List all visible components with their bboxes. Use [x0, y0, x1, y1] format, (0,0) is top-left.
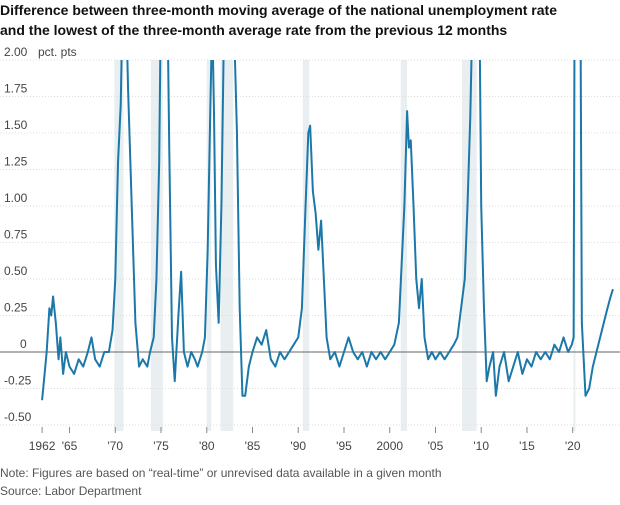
- y-tick-label: 1.25: [4, 155, 28, 169]
- x-tick-label: '05: [428, 439, 444, 453]
- y-tick-label: -0.50: [4, 410, 32, 424]
- recession-band: [400, 60, 408, 431]
- y-axis-label: pct. pts: [38, 45, 77, 59]
- x-tick-label: '70: [107, 439, 123, 453]
- recession-band: [220, 60, 234, 431]
- x-tick-label: '90: [290, 439, 306, 453]
- source: Source: Labor Department: [0, 484, 142, 498]
- note: Note: Figures are based on “real-time” o…: [0, 466, 442, 480]
- x-tick-label: 2000: [376, 439, 403, 453]
- x-tick-label: '95: [336, 439, 352, 453]
- y-tick-label: 0.50: [4, 264, 28, 278]
- recession-band: [302, 60, 310, 431]
- x-tick-label: 1962: [29, 439, 56, 453]
- y-tick-label: 1.75: [4, 82, 28, 96]
- x-tick-label: '15: [519, 439, 535, 453]
- chart-title: Difference between three-month moving av…: [0, 2, 557, 38]
- y-tick-label: 0: [20, 337, 27, 351]
- y-tick-label: 0.75: [4, 228, 28, 242]
- recession-band: [114, 60, 124, 431]
- x-tick-label: '85: [245, 439, 261, 453]
- y-tick-label: 1.00: [4, 191, 28, 205]
- recession-band: [206, 60, 212, 431]
- x-tick-label: '65: [62, 439, 78, 453]
- y-tick-label: 0.25: [4, 301, 28, 315]
- y-tick-label: -0.25: [4, 374, 32, 388]
- recession-band: [462, 60, 477, 431]
- x-tick-label: '75: [153, 439, 169, 453]
- x-tick-label: '20: [565, 439, 581, 453]
- x-tick-label: '80: [199, 439, 215, 453]
- y-tick-label: 1.50: [4, 118, 28, 132]
- y-tick-label: 2.00: [4, 45, 28, 59]
- data-line: [41, 60, 614, 401]
- x-tick-label: '10: [473, 439, 489, 453]
